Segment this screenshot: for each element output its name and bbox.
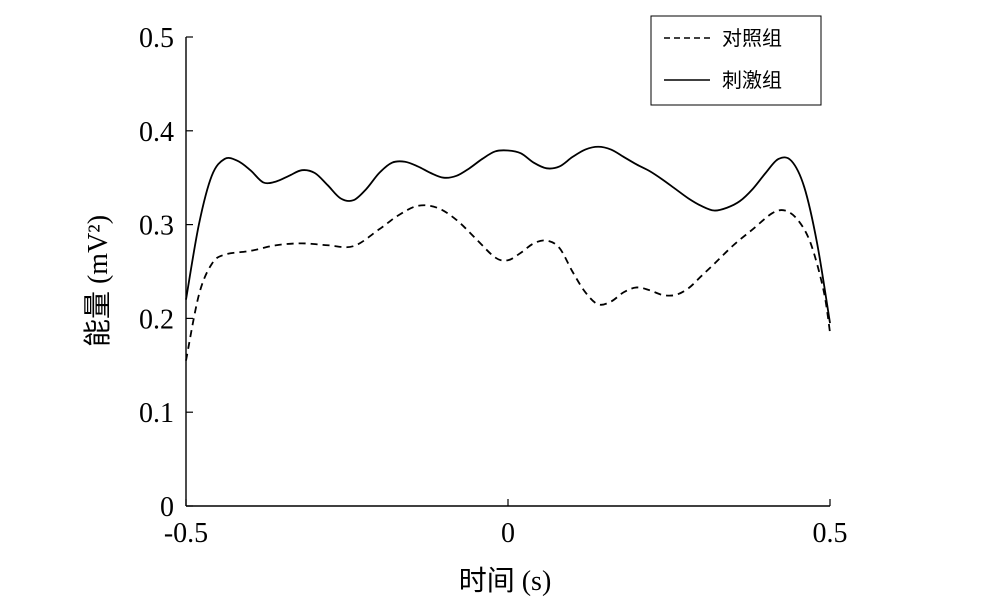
y-tick-label: 0.3 — [139, 211, 174, 242]
y-tick-label: 0.1 — [139, 398, 174, 429]
y-ticks: 0 0.1 0.2 0.3 0.4 0.5 — [139, 23, 193, 523]
x-axis-label: 时间 (s) — [459, 565, 552, 597]
series-lines — [185, 145, 831, 361]
x-tick-label: -0.5 — [164, 518, 208, 549]
legend-label-control: 对照组 — [722, 26, 782, 50]
legend-label-stimulus: 刺激组 — [722, 68, 782, 92]
y-tick-label: 0.4 — [139, 117, 174, 148]
y-tick-label: 0.2 — [139, 304, 174, 335]
legend-box — [650, 15, 822, 106]
y-axis-label: 能量 (mV²) — [82, 215, 114, 347]
y-tick-label: 0.5 — [139, 23, 174, 54]
plot-area: 00.10.20.30.40.5 -0.5 0 0.5 — [139, 23, 848, 549]
series-line-stimulus — [185, 145, 831, 324]
x-ticks: -0.5 0 0.5 — [164, 499, 848, 549]
series-line-control — [185, 204, 831, 361]
x-tick-label: 0 — [501, 518, 515, 549]
x-tick-label: 0.5 — [813, 518, 848, 549]
y-tick-label: 0 — [160, 492, 174, 523]
legend: 对照组 刺激组 — [650, 15, 822, 106]
